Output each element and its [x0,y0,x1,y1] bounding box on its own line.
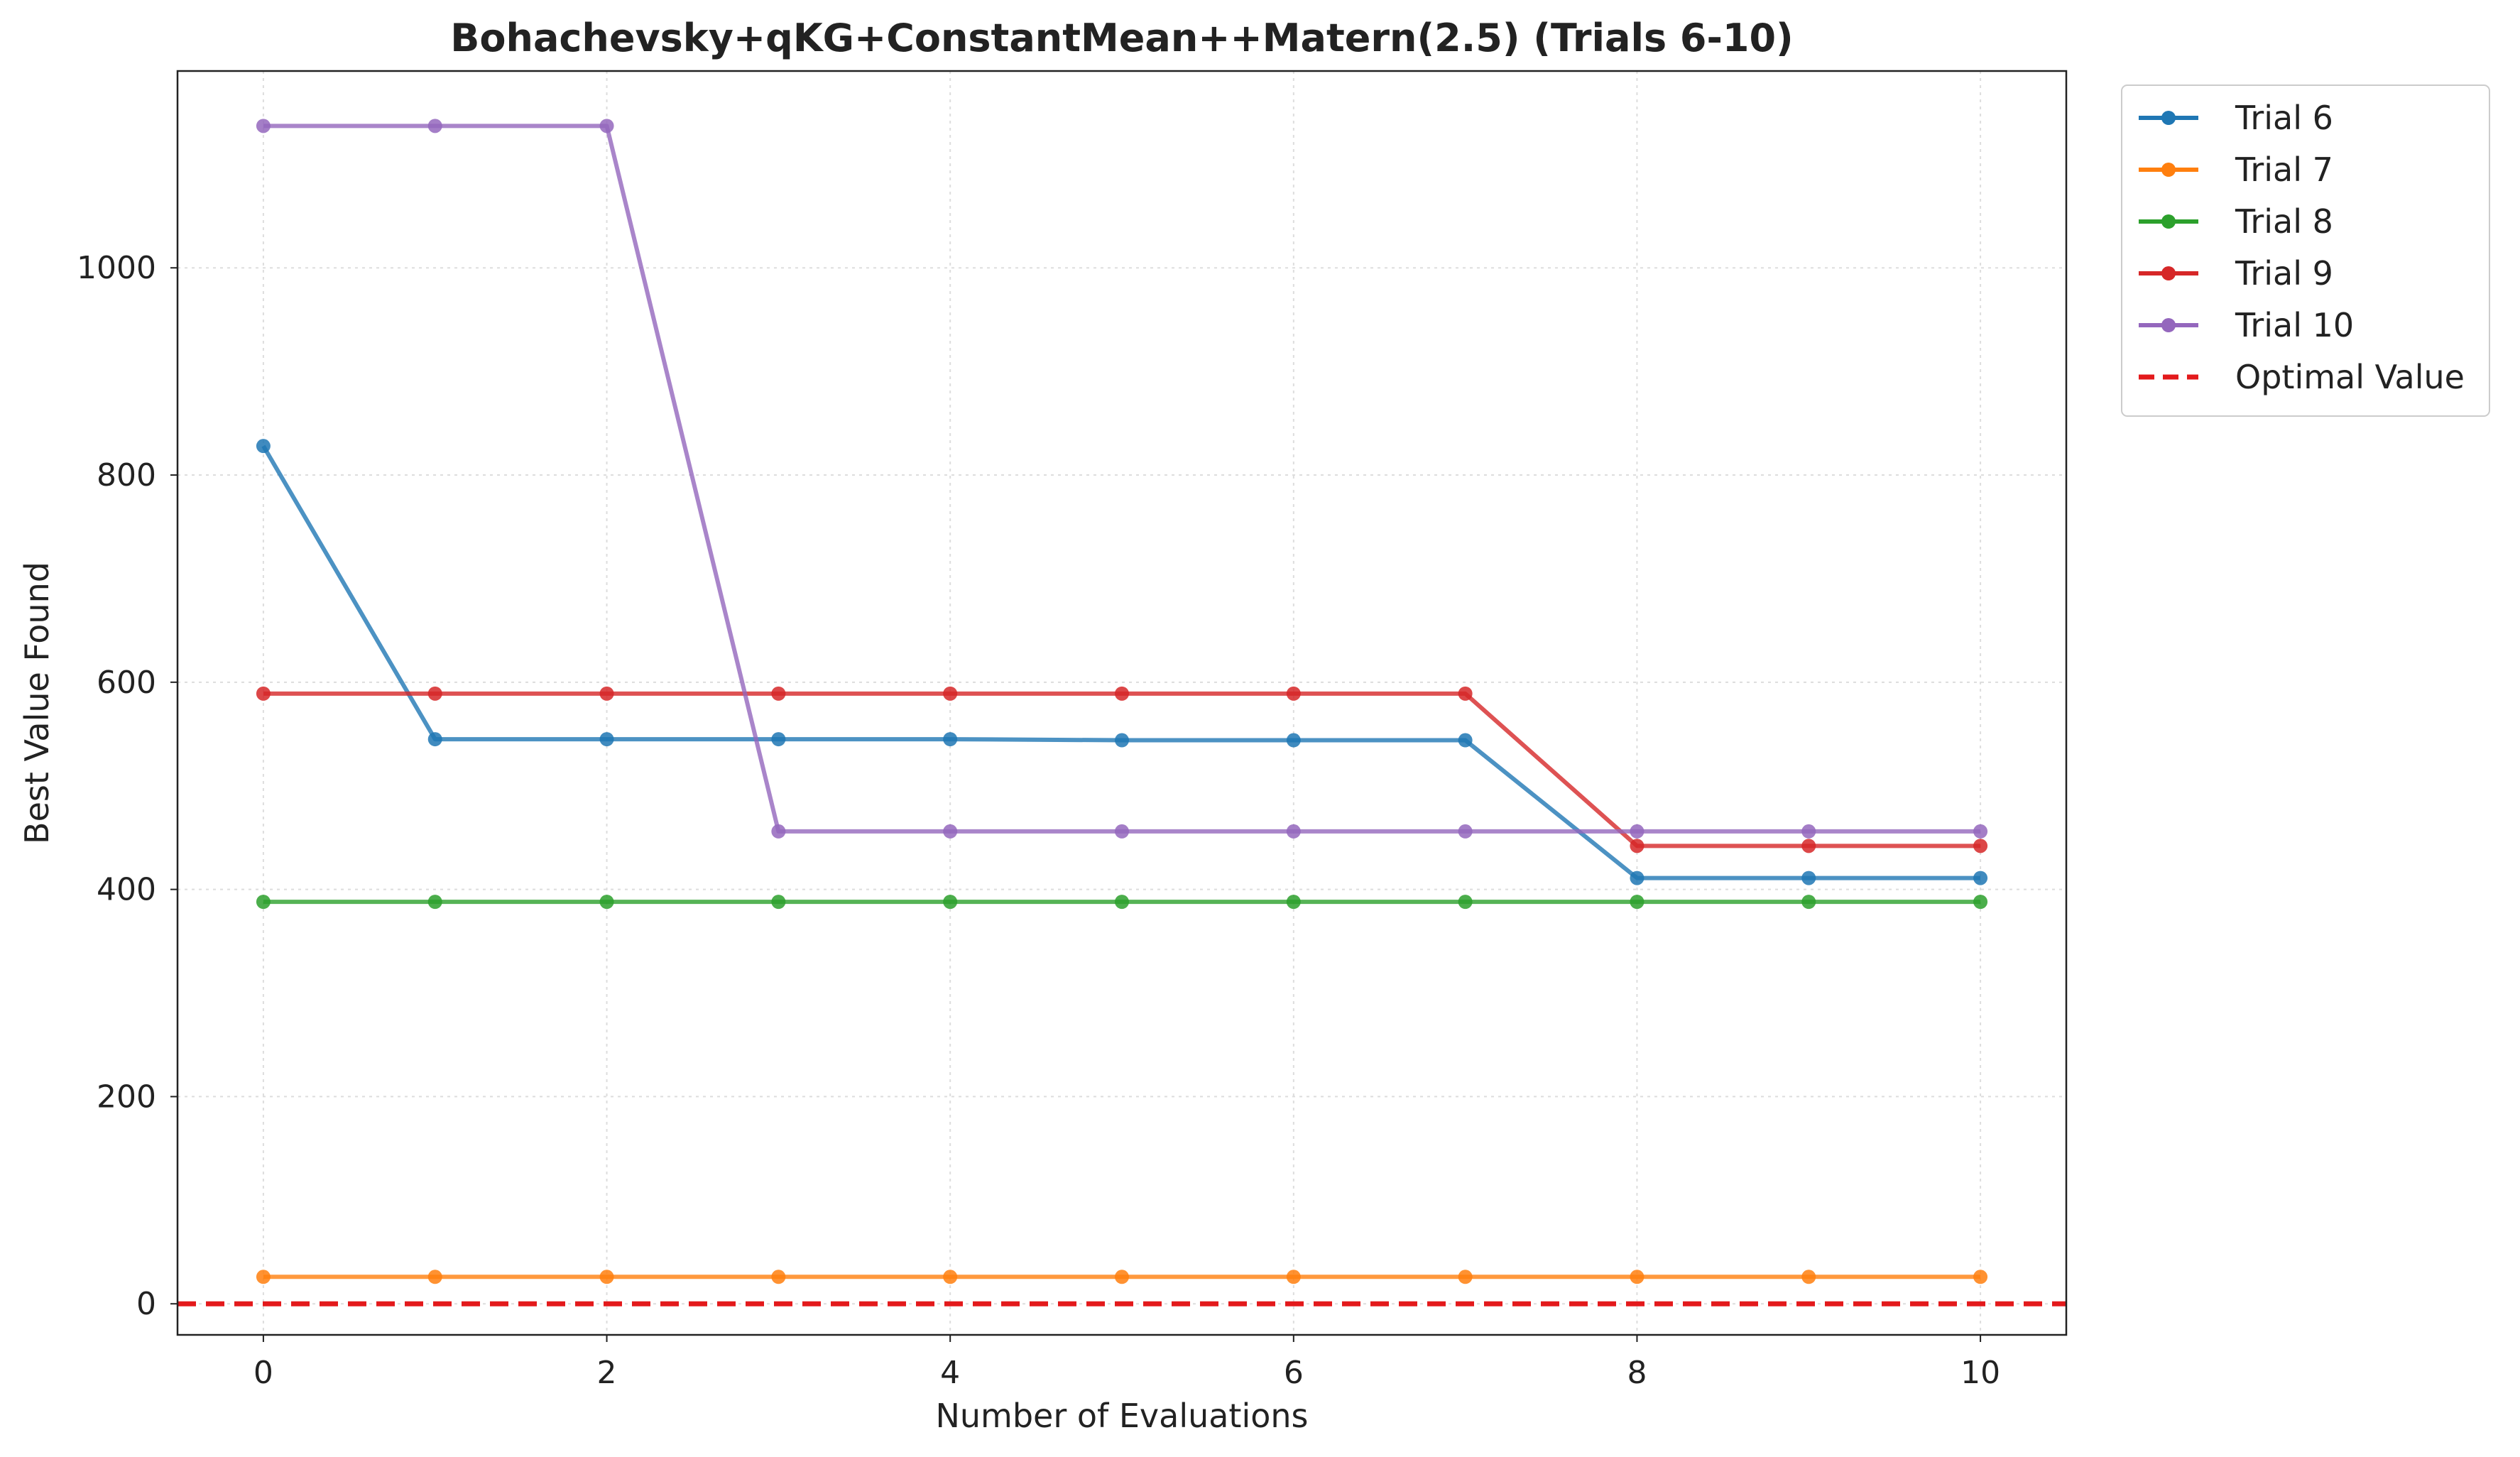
legend-label: Optimal Value [2235,358,2465,396]
data-point [1115,1270,1129,1284]
data-point [771,1270,786,1284]
legend-label: Trial 6 [2235,99,2333,137]
data-point [599,732,614,747]
data-point [1630,1270,1644,1284]
data-point [1630,895,1644,910]
data-point [1115,824,1129,839]
data-point [1286,733,1301,748]
data-point [256,439,271,454]
data-point [427,1270,442,1284]
data-point [599,686,614,701]
data-point [1973,839,1988,853]
data-point [1801,1270,1816,1284]
y-tick-label: 600 [97,665,156,701]
data-point [1630,839,1644,853]
series-trial-10 [256,119,1988,839]
data-point [943,686,958,701]
series-line [261,444,1981,880]
legend-dot-marker [2161,266,2176,280]
data-point [943,1270,958,1284]
legend-label: Trial 10 [2235,306,2354,344]
data-point [771,895,786,910]
data-point [1115,733,1129,748]
data-point [1801,895,1816,910]
data-point [427,686,442,701]
data-point [771,686,786,701]
y-tick-label: 400 [97,872,156,908]
data-point [1115,686,1129,701]
y-axis: 0 200 400 600 800 1000 [77,250,178,1322]
series-trial-6 [256,439,1988,885]
data-point [1973,871,1988,885]
data-point [1801,839,1816,853]
gridlines [178,71,2066,1335]
data-point [1458,895,1473,910]
data-point [427,895,442,910]
data-point [1458,1270,1473,1284]
data-point [1973,1270,1988,1284]
series-trial-9 [256,686,1988,853]
legend-dot-marker [2161,163,2176,177]
x-tick-label: 2 [597,1355,617,1391]
x-tick-label: 6 [1284,1355,1304,1391]
x-axis: 0 2 4 6 8 10 [253,1335,2000,1391]
legend-label: Trial 7 [2235,151,2333,189]
data-point [256,1270,271,1284]
series-line [263,691,1981,848]
x-tick-label: 0 [253,1355,273,1391]
y-tick-label: 800 [97,457,156,493]
data-point [943,732,958,747]
data-point [1458,686,1473,701]
data-point [256,119,271,133]
data-point [1286,824,1301,839]
data-point [1458,824,1473,839]
y-tick-label: 200 [97,1079,156,1115]
data-point [599,895,614,910]
data-point [1973,824,1988,839]
plot-frame [176,70,2068,1336]
chart-title: Bohachevsky+qKG+ConstantMean++Matern(2.5… [450,16,1793,60]
data-point [256,895,271,910]
data-point [1458,733,1473,748]
data-point [943,824,958,839]
series-line [263,124,1981,834]
legend-label: Trial 9 [2235,254,2333,293]
legend: Trial 6 Trial 7 Trial 8 Trial 9 Trial 10 Opti… [2121,84,2490,417]
data-point [599,119,614,133]
legend-dot-marker [2161,111,2176,125]
y-tick-label: 0 [136,1286,156,1322]
legend-label: Trial 8 [2235,202,2333,241]
data-point [1286,1270,1301,1284]
data-point [1630,871,1644,885]
data-point [771,824,786,839]
x-tick-label: 10 [1960,1355,2000,1391]
series-trial-7 [256,1270,1988,1284]
y-tick-label: 1000 [77,250,156,286]
data-point [1286,686,1301,701]
data-point [1115,895,1129,910]
data-point [256,686,271,701]
data-point [1801,871,1816,885]
legend-dot-marker [2161,214,2176,229]
data-point [771,732,786,747]
data-point [943,895,958,910]
data-point [1286,895,1301,910]
series-trial-8 [256,895,1988,910]
data-point [1630,824,1644,839]
x-axis-label: Number of Evaluations [935,1397,1308,1435]
data-point [1801,824,1816,839]
data-point [427,119,442,133]
legend-box [2121,84,2490,417]
data-point [1973,895,1988,910]
legend-dot-marker [2161,318,2176,332]
x-tick-label: 4 [940,1355,960,1391]
x-tick-label: 8 [1627,1355,1647,1391]
data-point [599,1270,614,1284]
data-point [427,732,442,747]
series-group [256,119,1988,1284]
y-axis-label: Best Value Found [18,562,56,844]
